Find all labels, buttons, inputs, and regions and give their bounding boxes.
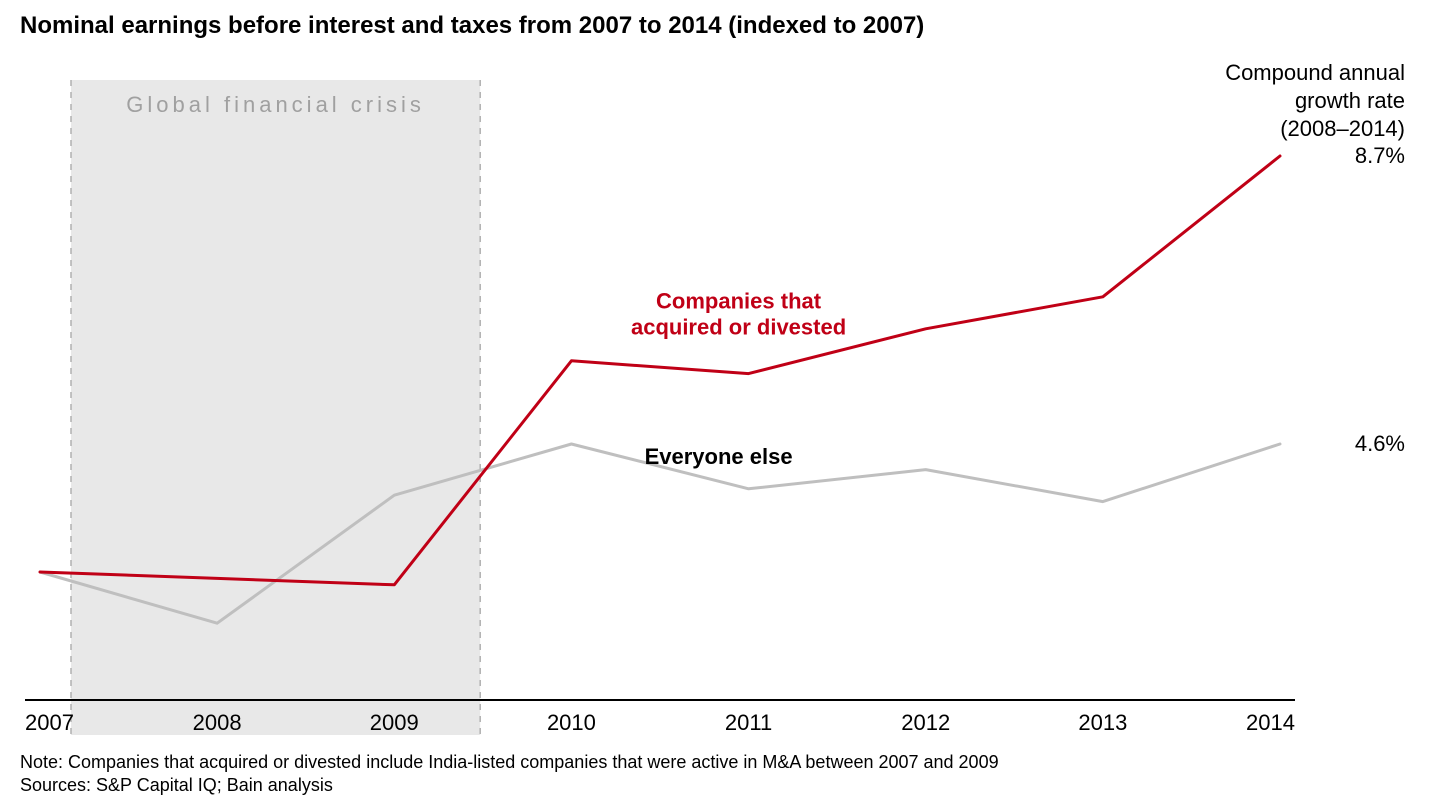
svg-text:2012: 2012 (901, 710, 950, 735)
svg-text:2008: 2008 (193, 710, 242, 735)
svg-text:growth rate: growth rate (1295, 88, 1405, 113)
svg-text:Everyone else: Everyone else (645, 444, 793, 469)
chart-note: Note: Companies that acquired or diveste… (20, 752, 999, 773)
svg-text:Global financial crisis: Global financial crisis (126, 92, 425, 117)
svg-text:2010: 2010 (547, 710, 596, 735)
svg-text:Companies that: Companies that (656, 289, 822, 314)
svg-text:2013: 2013 (1078, 710, 1127, 735)
line-chart: Global financial crisis 2007 2008 2009 2010 2… (0, 0, 1440, 810)
svg-text:8.7%: 8.7% (1355, 143, 1405, 168)
svg-text:2011: 2011 (725, 710, 772, 735)
chart-container: Nominal earnings before interest and tax… (0, 0, 1440, 810)
chart-sources: Sources: S&P Capital IQ; Bain analysis (20, 775, 333, 796)
svg-text:Compound annual: Compound annual (1225, 60, 1405, 85)
svg-text:(2008–2014): (2008–2014) (1280, 116, 1405, 141)
svg-text:2007: 2007 (25, 710, 74, 735)
svg-text:2009: 2009 (370, 710, 419, 735)
svg-text:2014: 2014 (1246, 710, 1295, 735)
svg-text:4.6%: 4.6% (1355, 431, 1405, 456)
svg-text:acquired or divested: acquired or divested (631, 315, 846, 340)
